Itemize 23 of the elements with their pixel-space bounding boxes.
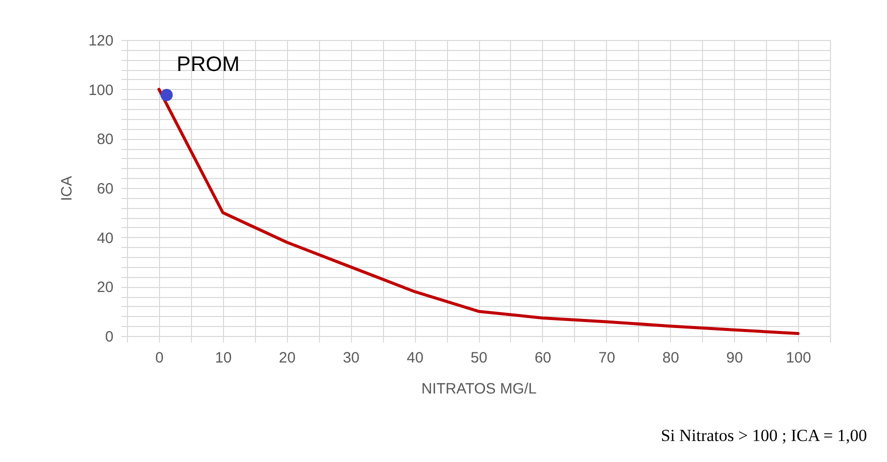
x-tick-label: 40 — [406, 350, 424, 366]
y-tick-label: 60 — [96, 180, 114, 198]
line-series — [157, 88, 800, 336]
y-tick-label: 20 — [96, 279, 114, 296]
x-tick-label: 100 — [786, 350, 812, 366]
text: Si Nitratos > 100 ; ICA = 1,00 — [660, 426, 867, 446]
x-tick-label: 80 — [662, 350, 680, 366]
x-tick-label: 20 — [278, 350, 296, 366]
x-tick-label: 50 — [470, 350, 488, 366]
x-tick-label: 90 — [726, 350, 743, 366]
x-axis-title: NITRATOS MG/L — [421, 380, 537, 398]
y-axis-title: ICA — [58, 176, 76, 202]
y-tick-label: 80 — [96, 131, 114, 148]
x-tick-label: 60 — [534, 350, 552, 366]
y-tick-label: 0 — [105, 328, 114, 346]
y-tick-label: 120 — [88, 32, 114, 50]
x-tick-label: 30 — [342, 350, 360, 366]
x-tick-label: 10 — [215, 350, 232, 366]
y-tick-label: 100 — [88, 82, 114, 99]
x-tick-label: 0 — [155, 350, 164, 366]
x-tick-label: 70 — [598, 350, 616, 366]
y-tick-label: 40 — [96, 230, 114, 247]
series-label: PROM — [176, 53, 240, 76]
